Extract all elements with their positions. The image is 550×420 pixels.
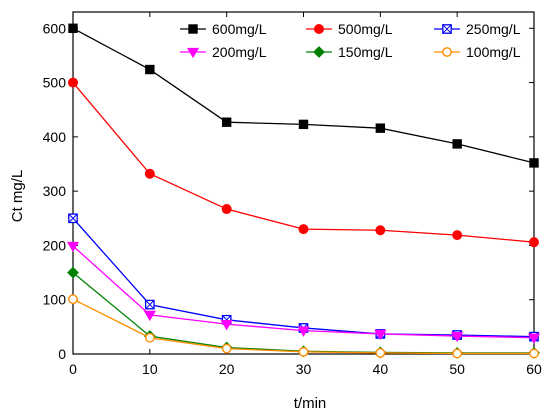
x-tick-label: 0: [69, 361, 77, 377]
legend-item: 500mg/L: [306, 21, 393, 37]
data-point: [143, 310, 156, 322]
legend-label: 200mg/L: [212, 44, 267, 60]
data-point: [68, 294, 78, 305]
legend-label: 600mg/L: [212, 21, 267, 37]
data-point: [221, 117, 232, 127]
data-point: [298, 119, 309, 130]
y-tick-label: 600: [43, 20, 67, 36]
data-point: [68, 23, 78, 33]
data-point: [298, 224, 309, 235]
data-point: [375, 225, 386, 236]
data-point: [144, 332, 155, 343]
data-point: [221, 343, 232, 354]
legend-item: 100mg/L: [434, 44, 521, 60]
plot-frame: [72, 11, 535, 355]
series-lines: [66, 23, 541, 359]
legend-label: 250mg/L: [466, 21, 521, 37]
y-tick-label: 200: [43, 237, 67, 253]
data-point: [375, 348, 386, 358]
data-point: [529, 158, 539, 168]
data-point: [68, 213, 78, 224]
x-tick-label: 10: [142, 361, 158, 377]
legend-item: 250mg/L: [434, 21, 521, 37]
y-tick-label: 500: [43, 75, 67, 91]
legend: 600mg/L 500mg/L 250mg/L 200mg/L 150mg/L 100mg…: [180, 21, 521, 60]
series-line: [72, 27, 535, 164]
y-axis-title: Ct mg/L: [9, 170, 26, 223]
legend-swatch-marker: [442, 47, 452, 57]
data-point: [68, 77, 78, 88]
legend-item: 150mg/L: [306, 44, 393, 60]
data-point: [67, 266, 79, 279]
x-tick-label: 40: [373, 361, 389, 377]
data-point: [298, 346, 309, 357]
data-point: [220, 320, 233, 331]
series-line: [72, 82, 535, 243]
data-point: [529, 237, 539, 248]
y-tick-label: 0: [58, 346, 66, 362]
legend-item: 600mg/L: [180, 21, 267, 37]
legend-item: 200mg/L: [180, 44, 267, 60]
y-tick-label: 300: [43, 183, 67, 199]
series-200mg/L: [66, 241, 541, 344]
plot-border: [72, 11, 535, 355]
series-500mg/L: [68, 77, 539, 248]
data-point: [145, 64, 155, 75]
legend-swatch-marker: [186, 47, 200, 59]
series-100mg/L: [68, 294, 539, 359]
legend-swatch-marker: [313, 46, 325, 58]
x-tick-label: 30: [296, 361, 312, 377]
data-point: [144, 168, 155, 179]
y-tick-label: 400: [43, 129, 67, 145]
legend-swatch-marker: [442, 24, 452, 34]
data-point: [374, 329, 387, 341]
series-600mg/L: [68, 23, 539, 168]
data-point: [375, 123, 386, 133]
data-point: [452, 139, 462, 149]
data-point: [221, 204, 232, 215]
x-tick-label: 20: [219, 361, 235, 377]
y-tick-label: 100: [43, 292, 67, 308]
legend-label: 150mg/L: [338, 44, 393, 60]
series-line: [72, 272, 534, 354]
data-point: [452, 230, 463, 241]
legend-swatch-marker: [188, 24, 198, 34]
x-tick-label: 60: [526, 361, 542, 377]
x-axis-title: t/min: [294, 395, 327, 412]
legend-label: 500mg/L: [338, 21, 393, 37]
legend-label: 100mg/L: [466, 44, 521, 60]
legend-swatch-marker: [314, 24, 324, 34]
x-tick-label: 50: [449, 361, 465, 377]
data-point: [144, 299, 155, 310]
data-point: [452, 348, 463, 359]
data-point: [297, 326, 310, 337]
series-150mg/L: [67, 266, 540, 359]
data-point: [66, 241, 80, 253]
data-point: [527, 333, 541, 344]
data-point: [529, 348, 539, 359]
data-point: [451, 331, 464, 343]
